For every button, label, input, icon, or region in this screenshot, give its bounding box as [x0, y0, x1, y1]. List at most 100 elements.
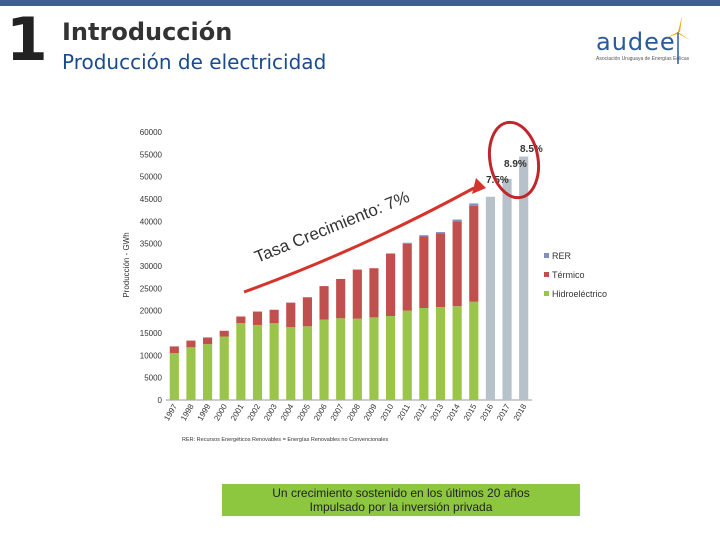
y-tick-label: 45000 [140, 195, 163, 204]
legend-swatch [544, 253, 549, 258]
x-tick-label: 1997 [162, 402, 179, 422]
bar-hidroeléctrico-2008 [352, 318, 362, 400]
growth-arrowhead [472, 178, 486, 194]
bar-térmico-2002 [252, 311, 263, 325]
bar-hidroeléctrico-2010 [386, 316, 396, 400]
bar-hidroeléctrico-2007 [336, 318, 346, 400]
bar-rer-2011 [402, 242, 412, 244]
bar-térmico-2004 [286, 302, 296, 328]
bar-rer-2012 [419, 235, 429, 237]
bar-térmico-2003 [269, 309, 279, 324]
projection-rate-label: 8.9% [504, 159, 527, 170]
slide-title: Introducción [62, 18, 233, 46]
bar-térmico-2013 [435, 233, 446, 308]
bar-térmico-2014 [452, 221, 462, 307]
x-tick-label: 2013 [429, 402, 446, 422]
logo-tagline: Asociación Uruguaya de Energías Eólicas [596, 56, 690, 62]
chart-footnote: RER: Recursos Energéticos Renovables = E… [182, 437, 388, 443]
wind-turbine-icon [666, 16, 690, 64]
bar-hidroeléctrico-2012 [419, 307, 429, 400]
y-tick-label: 30000 [140, 262, 163, 271]
x-tick-label: 2015 [462, 402, 479, 422]
bar-térmico-2011 [402, 243, 412, 311]
x-tick-label: 2007 [329, 402, 346, 422]
x-tick-label: 1999 [196, 402, 213, 422]
y-tick-label: 0 [158, 396, 163, 405]
bar-térmico-2001 [236, 316, 246, 324]
bar-proyección-2018 [519, 156, 529, 400]
x-tick-label: 2003 [262, 402, 279, 422]
legend-swatch [544, 272, 549, 277]
summary-line-2: Impulsado por la inversión privada [309, 500, 493, 514]
logo-word: audee [596, 28, 676, 56]
production-chart: Producción - GWh 0 5000 10000 15000 20000 250… [122, 120, 607, 443]
bar-térmico-2000 [219, 330, 229, 337]
bar-hidroeléctrico-2011 [402, 310, 412, 400]
y-tick-label: 50000 [140, 173, 163, 182]
bar-térmico-2008 [352, 269, 362, 319]
bar-hidroeléctrico-2009 [369, 317, 379, 400]
bar-térmico-2005 [302, 297, 312, 327]
projection-highlight-circle [487, 120, 541, 200]
bar-rer-2015 [469, 203, 479, 206]
bar-proyección-2017 [502, 178, 512, 400]
x-tick-label: 2016 [478, 402, 495, 422]
bar-hidroeléctrico-2001 [236, 323, 246, 400]
x-tick-label: 1998 [179, 402, 196, 422]
slide-number: 1 [6, 5, 48, 75]
legend-item: Térmico [552, 270, 585, 280]
bar-proyección-2016 [485, 196, 495, 400]
bar-térmico-2009 [369, 268, 379, 318]
y-tick-label: 60000 [140, 128, 163, 137]
x-tick-label: 2006 [312, 402, 329, 422]
bar-hidroeléctrico-2015 [469, 301, 479, 400]
y-tick-label: 5000 [144, 374, 162, 383]
x-tick-label: 2014 [445, 402, 462, 422]
x-tick-label: 2009 [362, 402, 379, 422]
projection-rate-label: 8.5% [520, 144, 543, 155]
y-tick-label: 55000 [140, 150, 163, 159]
bar-hidroeléctrico-2004 [286, 327, 296, 400]
growth-arrow [243, 186, 475, 294]
bar-rer-2013 [435, 232, 446, 234]
summary-box: Un crecimiento sostenido en los últimos … [222, 484, 580, 516]
y-tick-label: 20000 [140, 307, 163, 316]
bar-hidroeléctrico-2000 [219, 336, 229, 400]
bar-hidroeléctrico-2005 [302, 326, 312, 400]
x-tick-label: 2012 [412, 402, 429, 422]
x-tick-label: 2001 [229, 402, 246, 422]
bar-hidroeléctrico-2014 [452, 306, 462, 400]
slide-subtitle: Producción de electricidad [62, 50, 327, 74]
y-tick-label: 40000 [140, 217, 163, 226]
y-tick-label: 25000 [140, 284, 163, 293]
y-tick-label: 15000 [140, 329, 163, 338]
bar-térmico-1997 [169, 346, 179, 354]
y-tick-label: 10000 [140, 351, 163, 360]
y-axis-label: Producción - GWh [122, 232, 131, 297]
bar-rer-2014 [452, 219, 462, 222]
summary-line-1: Un crecimiento sostenido en los últimos … [272, 486, 530, 500]
legend-item: Hidroeléctrico [552, 289, 607, 299]
bar-hidroeléctrico-2006 [319, 319, 329, 400]
x-tick-label: 2000 [212, 402, 229, 422]
y-tick-label: 35000 [140, 240, 163, 249]
bar-térmico-1998 [186, 340, 196, 348]
x-tick-label: 2018 [512, 402, 529, 422]
bar-hidroeléctrico-2002 [252, 324, 263, 400]
bar-térmico-2012 [419, 236, 429, 308]
bar-hidroeléctrico-1998 [186, 347, 196, 400]
bar-térmico-2006 [319, 286, 329, 320]
x-tick-label: 2010 [379, 402, 396, 422]
projection-rate-label: 7.5% [486, 175, 509, 186]
x-tick-label: 2017 [495, 402, 512, 422]
audee-logo: audee Asociación Uruguaya de Energías Eó… [586, 14, 696, 70]
bar-hidroeléctrico-1997 [169, 353, 179, 400]
x-tick-label: 2004 [279, 402, 296, 422]
x-tick-label: 2005 [295, 402, 312, 422]
bar-térmico-2007 [336, 278, 346, 319]
bar-hidroeléctrico-2013 [435, 307, 446, 400]
bar-hidroeléctrico-1999 [203, 344, 213, 400]
bar-hidroeléctrico-2003 [269, 323, 279, 400]
x-tick-label: 2011 [396, 402, 413, 422]
top-accent-bar [0, 0, 720, 6]
